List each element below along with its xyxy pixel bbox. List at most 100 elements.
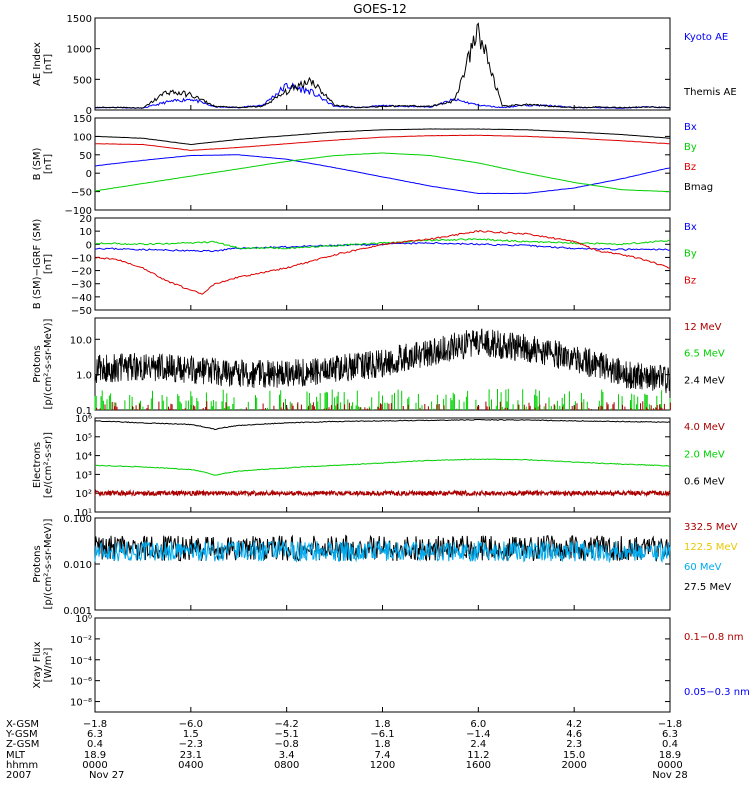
series-line — [95, 241, 671, 253]
series-line — [94, 489, 671, 498]
y-tick-label: −100 — [65, 206, 92, 217]
x-axis-cell: −1.4 — [466, 729, 490, 740]
x-axis-cell: 6.3 — [87, 729, 103, 740]
panel-2: −100 −50 0 50 100 150 B (SM)[nT] Bx By Bz Bmag — [32, 114, 713, 217]
legend-by: By — [684, 142, 697, 153]
y-axis-label: Protons[p/(cm²-s-sr-MeV)] — [32, 318, 54, 409]
series-line — [94, 134, 671, 151]
y-tick-label: 10⁶ — [75, 414, 92, 425]
legend-bx: Bx — [684, 222, 697, 233]
panel-frame — [94, 117, 671, 211]
legend-bz: Bz — [684, 275, 696, 286]
x-axis-cell: 2.3 — [566, 739, 582, 750]
y-axis-label-line1: B (SM)−IGRF (SM) — [32, 219, 43, 310]
panel-6: 0.001 0.010 0.100 Protons[p/(cm²-s-sr-MeV)]… — [32, 514, 738, 617]
x-axis-cell: 3.4 — [279, 750, 295, 761]
panel-frame — [94, 17, 671, 111]
y-tick-label: 0 — [86, 240, 92, 251]
x-axis-cell: 7.4 — [375, 750, 391, 761]
y-axis-label: Protons[p/(cm²-s-sr-MeV)] — [32, 518, 54, 609]
panel-4: 0.1 1.0 10.0 Protons[p/(cm²-s-sr-MeV)] 12 Me… — [32, 317, 725, 417]
x-axis-cell: −1.8 — [83, 719, 107, 730]
series-line — [94, 154, 671, 195]
legend-themis-ae: Themis AE — [683, 87, 737, 98]
x-axis-cell: −6.1 — [370, 729, 394, 740]
legend-60-mev: 60 MeV — [684, 562, 722, 573]
panel-frame — [94, 417, 671, 513]
legend-0-6-mev: 0.6 MeV — [684, 477, 725, 488]
legend-27-5-mev: 27.5 MeV — [684, 582, 731, 593]
legend-12-mev: 12 MeV — [684, 322, 722, 333]
series-60mev — [94, 539, 671, 564]
x-axis-row-label: hhmm — [6, 760, 38, 771]
y-tick-label: 10⁻⁶ — [70, 677, 92, 688]
series-line — [94, 238, 671, 250]
x-axis-cell: 11.2 — [467, 750, 489, 761]
y-tick-label: 10⁻⁸ — [70, 698, 92, 709]
y-tick-label: 10¹ — [75, 508, 92, 519]
x-axis-cell: 0000 — [657, 760, 682, 771]
y-axis-label: AE Index[nT] — [32, 42, 54, 86]
x-axis-cell: 1.5 — [183, 729, 199, 740]
legend-4-0-mev: 4.0 MeV — [684, 422, 725, 433]
y-axis-label: Xray Flux[W/m²] — [32, 641, 54, 688]
x-axis-row-label: MLT — [6, 750, 26, 761]
x-axis-table: X-GSMY-GSMZ-GSMMLThhmm2007−1.86.30.418.9… — [5, 719, 688, 781]
series-line — [94, 418, 671, 431]
x-axis-cell: −6.0 — [179, 719, 203, 730]
series-6-5mev — [94, 388, 671, 410]
x-axis-cell: 6.0 — [470, 719, 486, 730]
y-tick-label: 0.1 — [76, 406, 92, 417]
y-tick-label: 1000 — [67, 45, 92, 56]
y-tick-label: 10³ — [75, 470, 92, 481]
legend-2-0-mev: 2.0 MeV — [684, 449, 725, 460]
y-tick-label: 10² — [75, 489, 92, 500]
y-axis-label-line2: [p/(cm²-s-sr-MeV)] — [43, 518, 54, 609]
x-axis-cell: 6.3 — [662, 729, 678, 740]
y-tick-label: 10⁴ — [75, 452, 92, 463]
y-tick-label: 0 — [86, 106, 92, 117]
y-tick-label: 1.0 — [76, 371, 92, 382]
y-tick-label: 0.010 — [63, 560, 92, 571]
y-axis-label-line1: Protons — [32, 545, 43, 582]
panel-frame — [94, 617, 671, 713]
series-line — [94, 152, 670, 193]
x-axis-cell: 2.4 — [470, 739, 486, 750]
y-tick-label: −30 — [71, 280, 92, 291]
x-axis-cell: 1600 — [466, 760, 491, 771]
y-tick-label: −50 — [71, 188, 92, 199]
y-axis-label-line1: AE Index — [32, 42, 43, 86]
x-axis-cell: 2000 — [561, 760, 586, 771]
x-axis-row-label: 2007 — [6, 770, 31, 781]
legend-by: By — [684, 249, 697, 260]
x-axis-cell: 0800 — [274, 760, 299, 771]
y-tick-label: 100 — [73, 132, 92, 143]
panel-3: −50 −40 −30 −20 −10 0 10 20 B (SM)−IGRF (SM)[nT]… — [32, 214, 697, 317]
y-tick-label: −20 — [71, 267, 92, 278]
panel-7: 10⁻⁸ 10⁻⁶ 10⁻⁴ 10⁻² 10⁰ Xray Flux[W/m²] 0.1−0.… — [32, 614, 750, 713]
y-tick-label: 0 — [86, 169, 92, 180]
y-tick-label: −40 — [71, 293, 92, 304]
y-tick-label: 1500 — [67, 14, 92, 25]
x-axis-cell: 23.1 — [180, 750, 202, 761]
y-tick-label: 10⁰ — [75, 614, 92, 625]
y-tick-label: 150 — [73, 114, 92, 125]
series-line — [94, 82, 671, 109]
panel-frame — [94, 217, 671, 311]
legend-bx: Bx — [684, 122, 697, 133]
x-axis-row-label: Z-GSM — [6, 739, 39, 750]
y-axis-label-line2: [e/(cm²-s-sr)] — [43, 432, 54, 498]
x-axis-cell: 0400 — [178, 760, 203, 771]
legend-6-5-mev: 6.5 MeV — [684, 349, 725, 360]
y-axis-label-line2: [nT] — [43, 254, 54, 274]
y-axis-label-line1: Electrons — [32, 442, 43, 488]
y-tick-label: −50 — [71, 306, 92, 317]
y-axis-label-line2: [p/(cm²-s-sr-MeV)] — [43, 318, 54, 409]
x-axis-cell: 1200 — [370, 760, 395, 771]
y-tick-label: 0.100 — [63, 514, 92, 525]
legend-bmag: Bmag — [684, 182, 713, 193]
x-axis-cell: 0000 — [82, 760, 107, 771]
x-axis-cell: 0.4 — [662, 739, 678, 750]
y-axis-label-line2: [nT] — [43, 154, 54, 174]
